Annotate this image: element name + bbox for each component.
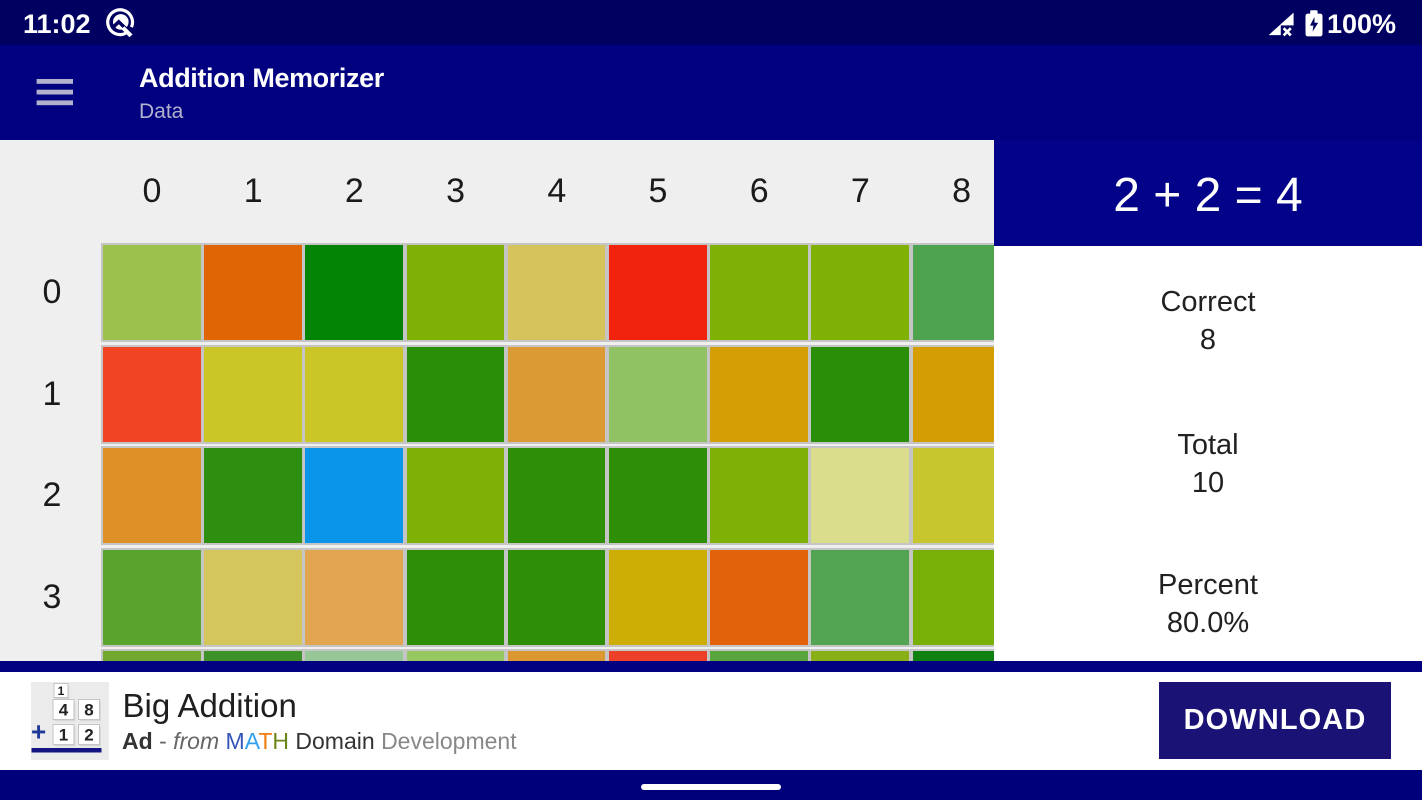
svg-text:8: 8 — [84, 701, 93, 720]
svg-text:1: 1 — [59, 726, 68, 745]
svg-text:1: 1 — [58, 684, 65, 698]
svg-text:2: 2 — [84, 726, 93, 745]
svg-text:4: 4 — [59, 701, 69, 720]
svg-text:+: + — [31, 717, 46, 747]
